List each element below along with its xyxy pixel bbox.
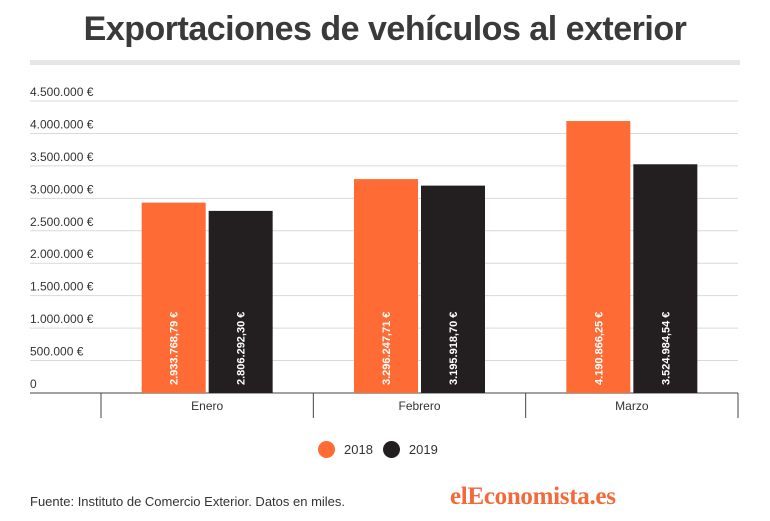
y-tick-label: 3.500.000 € [30,150,94,164]
data-label: 4.190.866,25 € [593,312,605,385]
bar-2018-enero [141,202,206,393]
data-label: 3.195.918,70 € [448,312,460,385]
source-note: Fuente: Instituto de Comercio Exterior. … [30,494,346,509]
title-divider [30,60,740,65]
legend-item-2019: 2019 [382,441,438,458]
legend-item-2018: 2018 [318,441,373,458]
x-tick-label: Enero [191,399,223,413]
y-tick-label: 1.500.000 € [30,280,94,294]
legend-swatch-2019 [382,441,400,458]
legend-swatch-2018 [318,441,335,458]
data-label: 2.933.768,79 € [169,312,181,385]
y-tick-label: 2.000.000 € [30,247,94,261]
legend-label-2018: 2018 [344,442,373,457]
y-tick-label: 3.000.000 € [30,182,94,196]
bar-2019-enero [208,210,273,393]
bar-2019-febrero [421,185,485,393]
data-label: 3.524.984,54 € [660,312,672,385]
data-label: 3.296.247,71 € [381,312,393,385]
legend-label-2019: 2019 [408,442,438,457]
bar-chart: 0 500.000 € 1.000.000 € 1.500.000 € 2.000.00… [30,85,739,418]
data-label: 2.806.292,30 € [236,312,248,385]
y-tick-label: 500.000 € [30,345,84,359]
x-tick-label: Marzo [615,399,649,413]
y-tick-label: 4.000.000 € [30,117,94,131]
bar-2018-febrero [354,179,418,393]
legend: 2018 2019 [318,441,448,458]
chart-title: Exportaciones de vehículos al exterior [83,10,687,48]
publisher-logo[interactable]: elEconomista.es [450,483,616,510]
y-tick-label: 0 [30,377,37,391]
x-tick-label: Febrero [398,399,440,413]
bar-2018-marzo [566,121,631,393]
y-tick-label: 2.500.000 € [30,215,94,229]
y-tick-label: 4.500.000 € [30,85,94,99]
y-tick-label: 1.000.000 € [30,312,94,326]
bar-2019-marzo [633,164,698,393]
